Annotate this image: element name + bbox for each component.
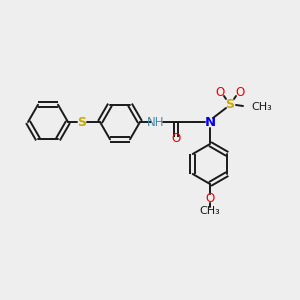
Text: N: N [204,116,216,128]
Text: O: O [206,191,214,205]
Text: O: O [171,131,181,145]
Text: CH₃: CH₃ [200,206,220,216]
Text: CH₃: CH₃ [251,102,272,112]
Text: S: S [226,98,235,110]
Text: O: O [215,85,225,98]
Text: NH: NH [147,116,165,128]
Text: O: O [236,85,244,98]
Text: S: S [77,116,86,128]
